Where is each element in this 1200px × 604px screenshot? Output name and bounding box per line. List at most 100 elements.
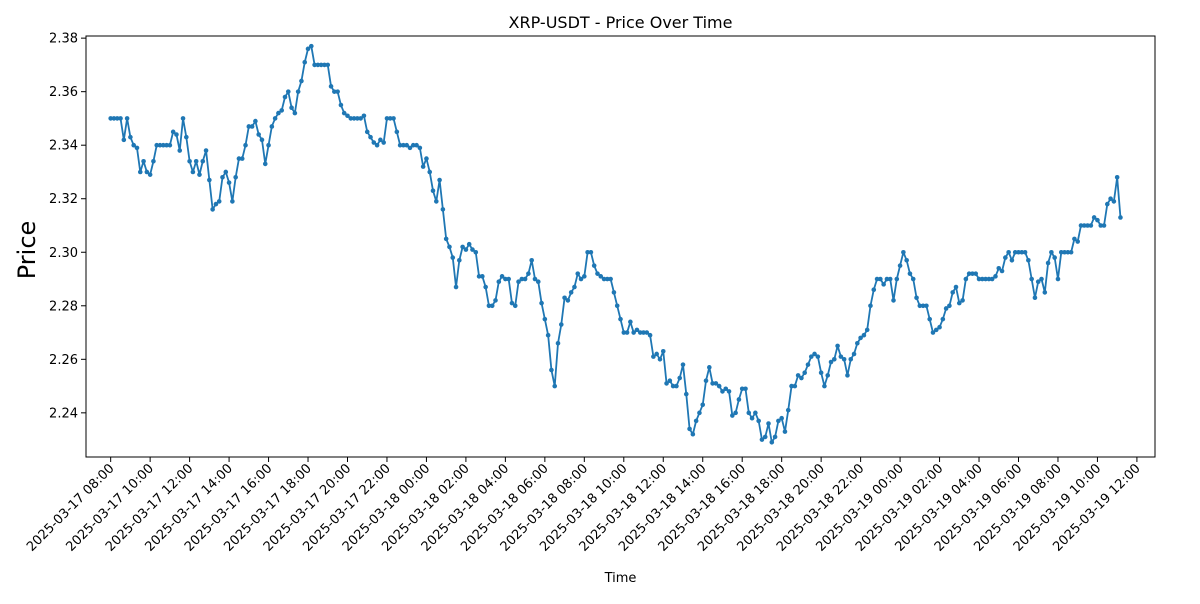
plot-frame [85,35,1156,458]
data-point [516,279,521,284]
data-point [624,330,630,335]
data-point [184,134,189,140]
data-point [309,43,314,49]
data-point [503,276,508,282]
data-point [723,386,729,392]
data-point [753,410,758,416]
data-point [937,324,942,330]
data-point [1111,199,1117,204]
data-point [713,381,719,386]
data-point [279,108,285,113]
data-point [657,357,663,362]
data-point [364,129,370,135]
data-point [680,362,686,367]
data-point [207,177,212,183]
data-point [114,116,120,121]
data-point [907,271,913,276]
data-point [841,357,847,362]
data-point [410,142,416,148]
data-point [1049,249,1054,255]
data-point [249,124,255,129]
data-point [871,287,877,293]
data-point [131,142,136,148]
data-point [180,116,186,121]
data-point [170,129,176,135]
data-point [822,383,827,389]
y-tick-label: 2.38 [49,32,78,47]
data-point [618,316,623,322]
data-point [644,330,650,335]
data-point [1068,249,1074,255]
data-point [578,276,584,282]
data-point [674,383,679,389]
data-point [407,145,413,151]
data-point [1085,223,1090,228]
data-point [897,263,903,268]
data-point [220,175,225,180]
data-point [137,169,143,175]
data-point [634,327,640,333]
data-point [568,290,574,295]
data-point [970,271,975,276]
data-point [401,142,406,148]
data-point [697,410,702,416]
data-point [338,102,344,108]
data-point [466,241,472,247]
data-point [812,351,817,357]
data-point [956,300,962,306]
data-point [660,348,666,354]
data-point [351,116,357,121]
data-point [963,276,969,282]
data-point [1055,276,1061,282]
data-point [558,322,564,327]
data-point [858,335,863,341]
data-point [1108,196,1113,202]
data-point [1075,239,1080,244]
data-point [743,386,748,392]
data-point [397,142,403,148]
data-point [1022,249,1028,255]
data-point [779,415,784,421]
data-point [670,383,676,389]
data-point [404,142,410,148]
data-point [1035,279,1041,284]
data-point [1072,236,1077,242]
y-tick-label: 2.34 [49,139,78,154]
data-point [884,276,890,282]
data-point [591,263,597,268]
data-point [197,172,202,177]
data-point [272,116,278,121]
data-point [539,300,544,306]
data-point [1016,249,1021,255]
data-point [1003,255,1008,260]
data-point [420,164,426,169]
data-point [414,142,419,148]
data-point [683,391,689,397]
data-point [151,158,156,164]
series-line [110,45,1122,444]
data-point [174,132,179,137]
data-point [230,199,235,204]
data-point [792,383,798,389]
data-point [1118,215,1123,220]
data-point [628,319,633,325]
data-point [1045,260,1051,266]
data-point [782,429,788,434]
data-point [374,142,380,148]
data-point [292,110,298,116]
y-tick-label: 2.24 [49,406,78,421]
data-point [993,274,998,279]
data-point [647,332,653,338]
data-point [325,62,331,68]
data-point [545,332,551,338]
y-tick-label: 2.28 [49,299,78,314]
data-point [453,284,459,290]
data-point [989,276,995,282]
data-point [200,158,206,164]
data-point [677,375,683,381]
data-point [427,169,433,175]
data-point [489,303,495,309]
data-point [707,365,712,370]
data-point [345,113,350,119]
